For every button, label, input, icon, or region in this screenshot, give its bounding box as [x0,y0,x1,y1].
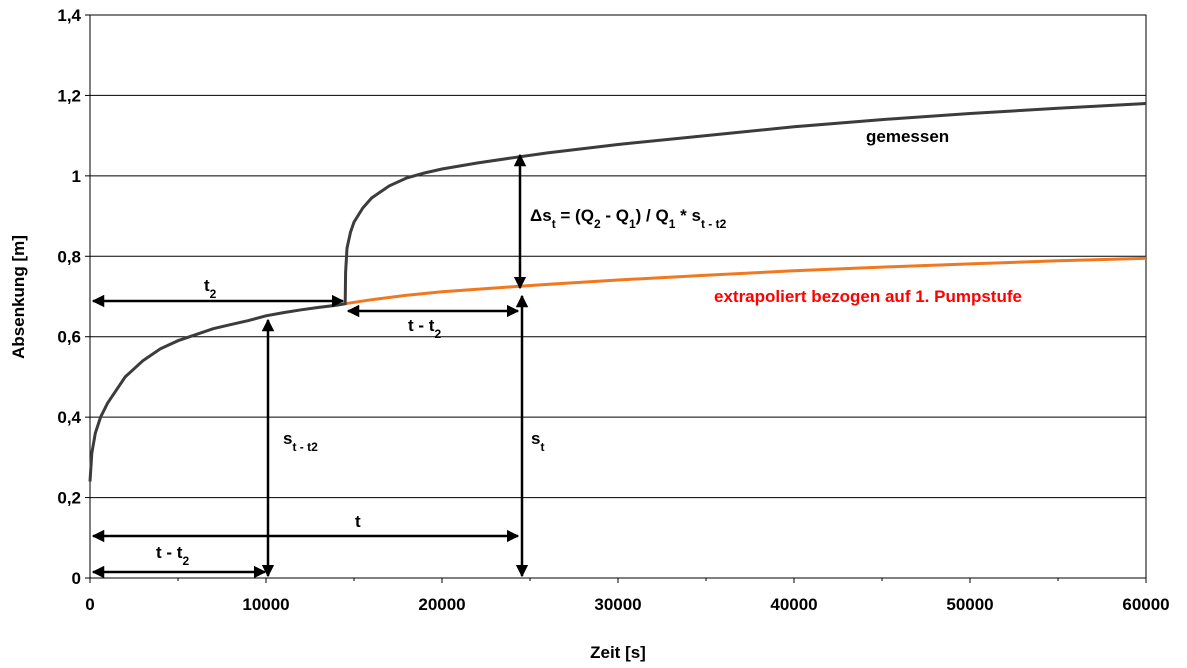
delta-prefix: Δs [530,206,552,225]
delta-sub5: t - t2 [701,217,727,231]
label-s-t-t2-main: s [283,429,292,448]
series-line-gemessen [88,102,1147,482]
delta-part2: - Q [601,206,629,225]
y-tick-label: 1,4 [57,6,81,25]
dimension-arrows [91,153,529,579]
label-t-minus-t2-upper-sub: 2 [434,327,441,341]
label-t-minus-t2-lower-main: t - t [156,543,183,562]
delta-sub4: 1 [669,217,676,231]
delta-sub1: t [552,217,556,231]
series-line-extrapoliert [344,256,1147,306]
label-s-t-t2: st - t2 [283,429,318,454]
y-tick-label: 1 [72,167,81,186]
x-tick-label: 20000 [418,595,465,614]
y-tick-label: 0,4 [57,408,81,427]
label-t-minus-t2-lower: t - t2 [156,543,189,568]
x-tick-label: 10000 [242,595,289,614]
label-extrapoliert: extrapoliert bezogen auf 1. Pumpstufe [714,287,1022,306]
y-tick-label: 1,2 [57,86,81,105]
delta-part3: ) / Q [636,206,669,225]
x-tick-label: 40000 [770,595,817,614]
delta-part4: * s [675,206,701,225]
label-delta-formula: Δst = (Q2 - Q1) / Q1 * st - t2 [530,206,727,231]
label-s-t-sub: t [540,440,544,454]
x-tick-label: 0 [85,595,94,614]
label-t-minus-t2-upper: t - t2 [408,316,441,341]
label-t2-main: t [204,276,210,295]
delta-sub2: 2 [594,217,601,231]
label-t: t [355,512,361,531]
label-gemessen: gemessen [866,127,949,146]
x-axis-label: Zeit [s] [590,643,646,662]
y-tick-label: 0,6 [57,328,81,347]
x-axis-ticks: 0 10000 20000 30000 40000 50000 60000 [85,578,1170,614]
label-s-t-t2-sub: t - t2 [292,440,318,454]
label-t-minus-t2-lower-sub: 2 [182,554,189,568]
label-s-t: st [531,429,544,454]
label-t-minus-t2-upper-main: t - t [408,316,435,335]
delta-sub3: 1 [629,217,636,231]
x-tick-label: 30000 [594,595,641,614]
y-tick-label: 0,8 [57,247,81,266]
label-t2-sub: 2 [210,287,217,301]
label-t2: t2 [204,276,217,301]
y-tick-label: 0 [72,569,81,588]
x-tick-label: 60000 [1122,595,1169,614]
delta-part1: = (Q [556,206,594,225]
y-axis-ticks: 0 0,2 0,4 0,6 0,8 1 1,2 1,4 [57,6,90,588]
label-s-t-main: s [531,429,540,448]
x-tick-label: 50000 [946,595,993,614]
y-axis-label: Absenkung [m] [9,235,28,359]
y-tick-label: 0,2 [57,489,81,508]
